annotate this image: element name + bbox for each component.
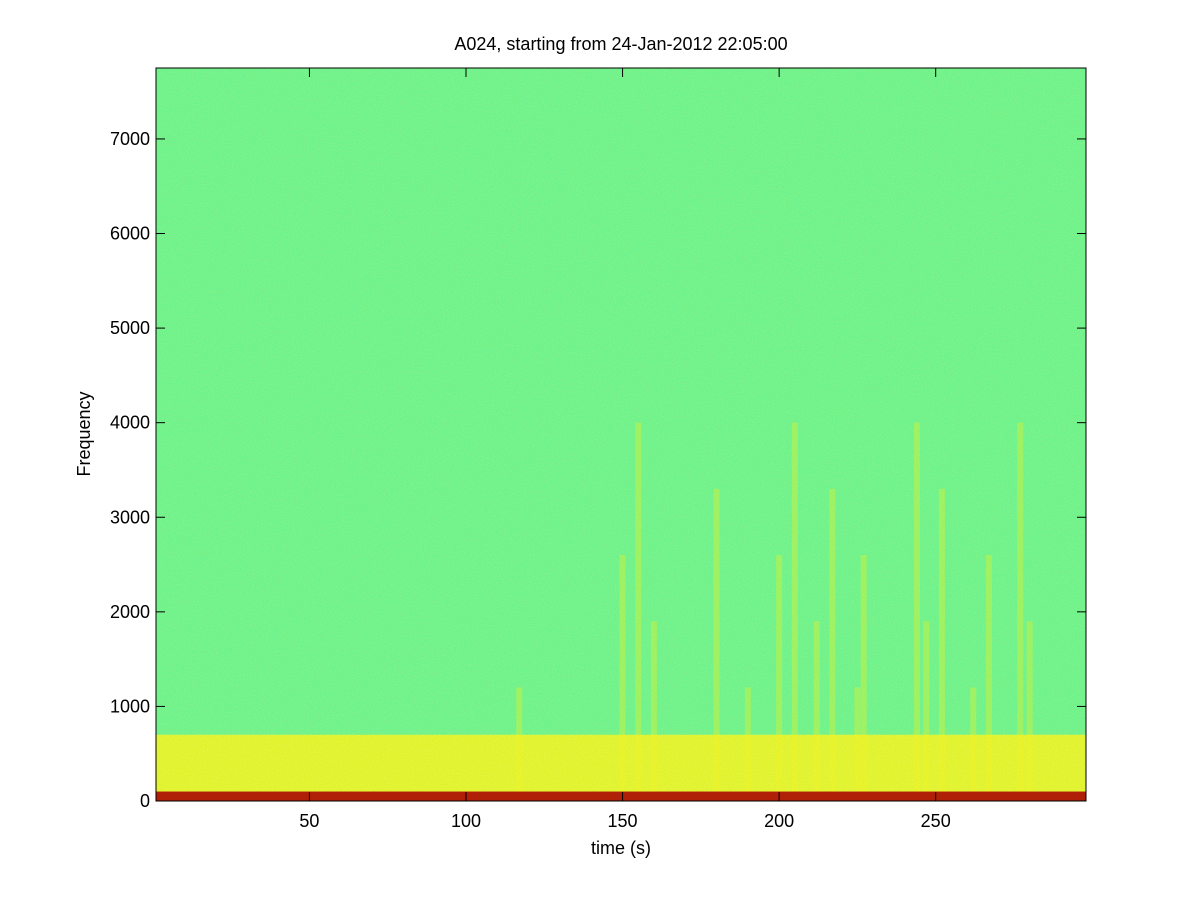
y-tick-label: 5000: [110, 318, 150, 338]
x-tick-label: 100: [451, 811, 481, 831]
streak-mark: [635, 422, 642, 801]
low-frequency-band-noise: [156, 734, 1086, 801]
plot-frame: [155, 67, 1087, 802]
streak-mark: [1017, 422, 1024, 801]
streak-mark: [860, 555, 867, 801]
y-tick-label: 7000: [110, 129, 150, 149]
y-tick-label: 0: [140, 791, 150, 811]
streak-mark: [923, 621, 930, 801]
streak-mark: [650, 621, 657, 801]
streak-mark: [913, 422, 920, 801]
streak-mark: [813, 621, 820, 801]
spectrogram-noise-cool: [156, 68, 1086, 801]
y-tick-label: 1000: [110, 696, 150, 716]
streak-mark: [829, 488, 836, 801]
streak-mark: [619, 555, 626, 801]
streak-mark: [938, 488, 945, 801]
x-axis-label: time (s): [591, 838, 651, 858]
lowest-frequency-band: [156, 791, 1086, 801]
chart-title: A024, starting from 24-Jan-2012 22:05:00: [454, 34, 787, 54]
x-tick-label: 200: [764, 811, 794, 831]
streak-mark: [776, 555, 783, 801]
y-axis-label: Frequency: [74, 391, 94, 476]
y-tick-label: 4000: [110, 413, 150, 433]
x-tick-label: 50: [299, 811, 319, 831]
y-axis: 0 1000 2000 3000 4000 5000 6000 7000: [110, 129, 1086, 811]
x-tick-label: 150: [608, 811, 638, 831]
x-tick-label: 250: [921, 811, 951, 831]
streak-mark: [1026, 621, 1033, 801]
streak-mark: [985, 555, 992, 801]
streak-mark: [791, 422, 798, 801]
plot-area: [156, 68, 1086, 801]
x-axis: 50 100 150 200 250: [299, 68, 951, 831]
y-tick-label: 6000: [110, 224, 150, 244]
streak-mark: [713, 488, 720, 801]
y-tick-label: 2000: [110, 602, 150, 622]
y-tick-label: 3000: [110, 507, 150, 527]
